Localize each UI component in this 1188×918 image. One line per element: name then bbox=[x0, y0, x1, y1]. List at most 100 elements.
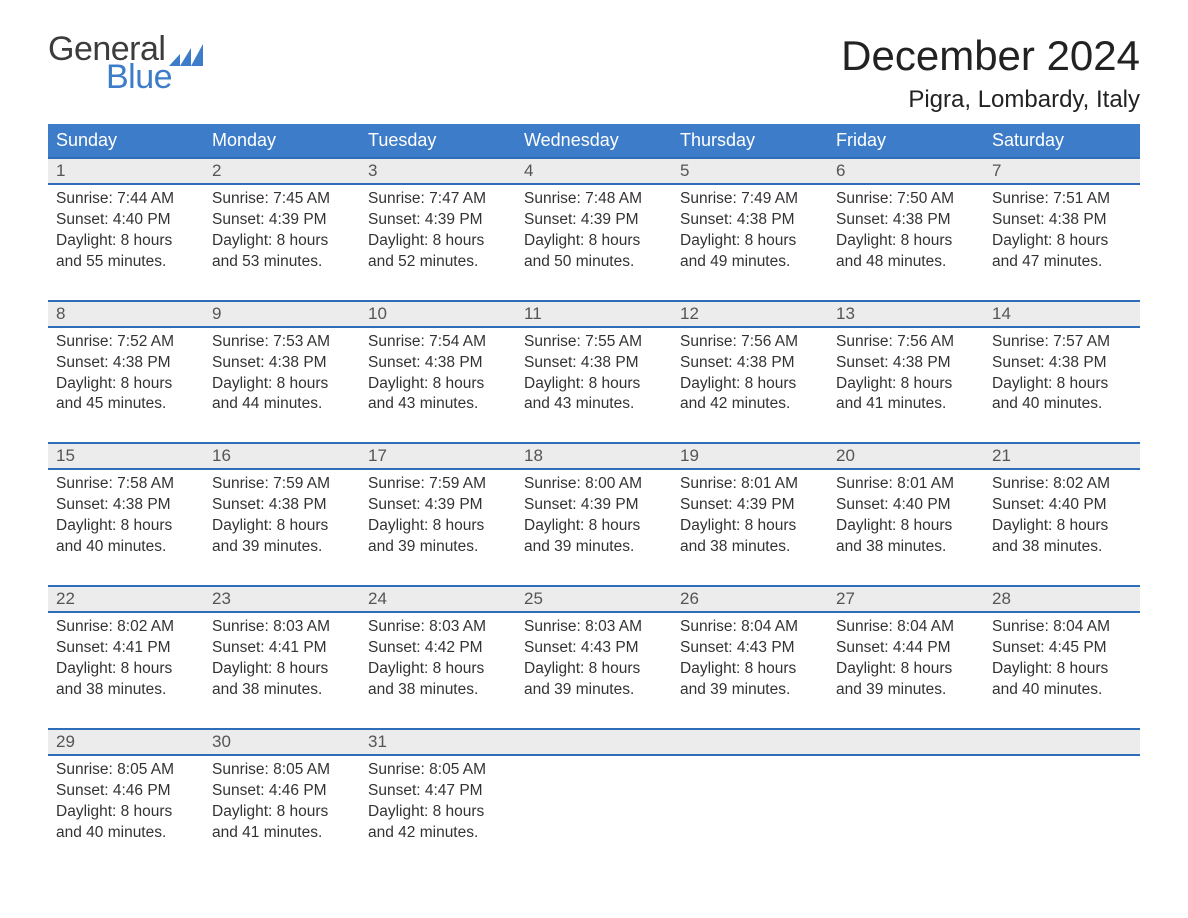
day-number: 5 bbox=[672, 158, 828, 184]
sunrise-line: Sunrise: 7:57 AM bbox=[992, 332, 1132, 353]
daylight-line-1: Daylight: 8 hours bbox=[680, 659, 820, 680]
week-spacer bbox=[48, 425, 1140, 443]
brand-logo: General Blue bbox=[48, 32, 203, 94]
sunrise-line: Sunrise: 7:59 AM bbox=[212, 474, 352, 495]
day-body: Sunrise: 7:59 AMSunset: 4:39 PMDaylight:… bbox=[368, 470, 508, 558]
sunset-line: Sunset: 4:38 PM bbox=[368, 353, 508, 374]
daylight-line-2: and 38 minutes. bbox=[212, 680, 352, 701]
sunset-line: Sunset: 4:45 PM bbox=[992, 638, 1132, 659]
daylight-line-1: Daylight: 8 hours bbox=[992, 516, 1132, 537]
day-body: Sunrise: 8:03 AMSunset: 4:43 PMDaylight:… bbox=[524, 613, 664, 701]
day-number: 18 bbox=[516, 443, 672, 469]
day-number: 14 bbox=[984, 301, 1140, 327]
day-body: Sunrise: 7:56 AMSunset: 4:38 PMDaylight:… bbox=[836, 328, 976, 416]
location-subtitle: Pigra, Lombardy, Italy bbox=[841, 86, 1140, 114]
week-body-row: Sunrise: 8:05 AMSunset: 4:46 PMDaylight:… bbox=[48, 755, 1140, 854]
daylight-line-2: and 47 minutes. bbox=[992, 252, 1132, 273]
sunrise-line: Sunrise: 7:48 AM bbox=[524, 189, 664, 210]
day-header: Monday bbox=[204, 124, 360, 158]
daylight-line-1: Daylight: 8 hours bbox=[212, 374, 352, 395]
day-number: 11 bbox=[516, 301, 672, 327]
week-body-row: Sunrise: 7:58 AMSunset: 4:38 PMDaylight:… bbox=[48, 469, 1140, 568]
empty-cell bbox=[828, 755, 984, 854]
sunrise-line: Sunrise: 8:03 AM bbox=[524, 617, 664, 638]
day-body: Sunrise: 7:50 AMSunset: 4:38 PMDaylight:… bbox=[836, 185, 976, 273]
daylight-line-2: and 40 minutes. bbox=[992, 394, 1132, 415]
day-number: 23 bbox=[204, 586, 360, 612]
day-cell: Sunrise: 7:53 AMSunset: 4:38 PMDaylight:… bbox=[204, 327, 360, 426]
daylight-line-2: and 39 minutes. bbox=[836, 680, 976, 701]
daylight-line-1: Daylight: 8 hours bbox=[212, 516, 352, 537]
daylight-line-1: Daylight: 8 hours bbox=[212, 802, 352, 823]
daylight-line-2: and 45 minutes. bbox=[56, 394, 196, 415]
week-number-row: 15161718192021 bbox=[48, 443, 1140, 469]
sunset-line: Sunset: 4:38 PM bbox=[836, 210, 976, 231]
day-body: Sunrise: 7:55 AMSunset: 4:38 PMDaylight:… bbox=[524, 328, 664, 416]
daylight-line-1: Daylight: 8 hours bbox=[212, 659, 352, 680]
day-cell: Sunrise: 8:05 AMSunset: 4:47 PMDaylight:… bbox=[360, 755, 516, 854]
day-number: 16 bbox=[204, 443, 360, 469]
day-cell: Sunrise: 8:05 AMSunset: 4:46 PMDaylight:… bbox=[48, 755, 204, 854]
sunset-line: Sunset: 4:38 PM bbox=[212, 353, 352, 374]
daylight-line-1: Daylight: 8 hours bbox=[368, 374, 508, 395]
daylight-line-2: and 38 minutes. bbox=[836, 537, 976, 558]
sunset-line: Sunset: 4:38 PM bbox=[680, 210, 820, 231]
sunrise-line: Sunrise: 7:47 AM bbox=[368, 189, 508, 210]
day-number: 27 bbox=[828, 586, 984, 612]
sunset-line: Sunset: 4:39 PM bbox=[680, 495, 820, 516]
week-number-row: 293031 bbox=[48, 729, 1140, 755]
day-cell: Sunrise: 7:57 AMSunset: 4:38 PMDaylight:… bbox=[984, 327, 1140, 426]
day-body: Sunrise: 7:57 AMSunset: 4:38 PMDaylight:… bbox=[992, 328, 1132, 416]
sunset-line: Sunset: 4:41 PM bbox=[56, 638, 196, 659]
day-cell: Sunrise: 7:56 AMSunset: 4:38 PMDaylight:… bbox=[672, 327, 828, 426]
day-body: Sunrise: 7:58 AMSunset: 4:38 PMDaylight:… bbox=[56, 470, 196, 558]
empty-cell bbox=[984, 755, 1140, 854]
day-number: 12 bbox=[672, 301, 828, 327]
day-cell: Sunrise: 8:04 AMSunset: 4:44 PMDaylight:… bbox=[828, 612, 984, 711]
day-number: 7 bbox=[984, 158, 1140, 184]
title-block: December 2024 Pigra, Lombardy, Italy bbox=[841, 32, 1140, 124]
daylight-line-1: Daylight: 8 hours bbox=[212, 231, 352, 252]
daylight-line-2: and 49 minutes. bbox=[680, 252, 820, 273]
daylight-line-1: Daylight: 8 hours bbox=[836, 231, 976, 252]
daylight-line-1: Daylight: 8 hours bbox=[680, 516, 820, 537]
sunrise-line: Sunrise: 8:02 AM bbox=[992, 474, 1132, 495]
day-number: 25 bbox=[516, 586, 672, 612]
daylight-line-1: Daylight: 8 hours bbox=[836, 374, 976, 395]
day-number: 29 bbox=[48, 729, 204, 755]
empty-cell bbox=[672, 729, 828, 755]
day-body: Sunrise: 8:04 AMSunset: 4:45 PMDaylight:… bbox=[992, 613, 1132, 701]
day-cell: Sunrise: 7:48 AMSunset: 4:39 PMDaylight:… bbox=[516, 184, 672, 283]
daylight-line-2: and 38 minutes. bbox=[680, 537, 820, 558]
sunrise-line: Sunrise: 8:04 AM bbox=[836, 617, 976, 638]
sunset-line: Sunset: 4:38 PM bbox=[992, 353, 1132, 374]
day-body: Sunrise: 7:56 AMSunset: 4:38 PMDaylight:… bbox=[680, 328, 820, 416]
week-body-row: Sunrise: 7:52 AMSunset: 4:38 PMDaylight:… bbox=[48, 327, 1140, 426]
sunrise-line: Sunrise: 8:00 AM bbox=[524, 474, 664, 495]
day-cell: Sunrise: 7:59 AMSunset: 4:38 PMDaylight:… bbox=[204, 469, 360, 568]
daylight-line-2: and 39 minutes. bbox=[368, 537, 508, 558]
sunset-line: Sunset: 4:42 PM bbox=[368, 638, 508, 659]
sunrise-line: Sunrise: 7:58 AM bbox=[56, 474, 196, 495]
day-body: Sunrise: 7:49 AMSunset: 4:38 PMDaylight:… bbox=[680, 185, 820, 273]
day-cell: Sunrise: 8:01 AMSunset: 4:40 PMDaylight:… bbox=[828, 469, 984, 568]
day-body: Sunrise: 8:04 AMSunset: 4:44 PMDaylight:… bbox=[836, 613, 976, 701]
day-number: 24 bbox=[360, 586, 516, 612]
page: General Blue December 2024 Pigra, Lombar… bbox=[0, 0, 1188, 918]
day-body: Sunrise: 8:01 AMSunset: 4:39 PMDaylight:… bbox=[680, 470, 820, 558]
day-number: 4 bbox=[516, 158, 672, 184]
sunrise-line: Sunrise: 7:54 AM bbox=[368, 332, 508, 353]
sunrise-line: Sunrise: 7:51 AM bbox=[992, 189, 1132, 210]
day-number: 15 bbox=[48, 443, 204, 469]
sunrise-line: Sunrise: 7:50 AM bbox=[836, 189, 976, 210]
sunrise-line: Sunrise: 8:01 AM bbox=[836, 474, 976, 495]
day-body: Sunrise: 7:54 AMSunset: 4:38 PMDaylight:… bbox=[368, 328, 508, 416]
day-number: 9 bbox=[204, 301, 360, 327]
day-cell: Sunrise: 8:04 AMSunset: 4:43 PMDaylight:… bbox=[672, 612, 828, 711]
day-cell: Sunrise: 7:44 AMSunset: 4:40 PMDaylight:… bbox=[48, 184, 204, 283]
daylight-line-1: Daylight: 8 hours bbox=[524, 231, 664, 252]
daylight-line-1: Daylight: 8 hours bbox=[56, 231, 196, 252]
page-title: December 2024 bbox=[841, 32, 1140, 80]
daylight-line-2: and 53 minutes. bbox=[212, 252, 352, 273]
day-cell: Sunrise: 7:58 AMSunset: 4:38 PMDaylight:… bbox=[48, 469, 204, 568]
